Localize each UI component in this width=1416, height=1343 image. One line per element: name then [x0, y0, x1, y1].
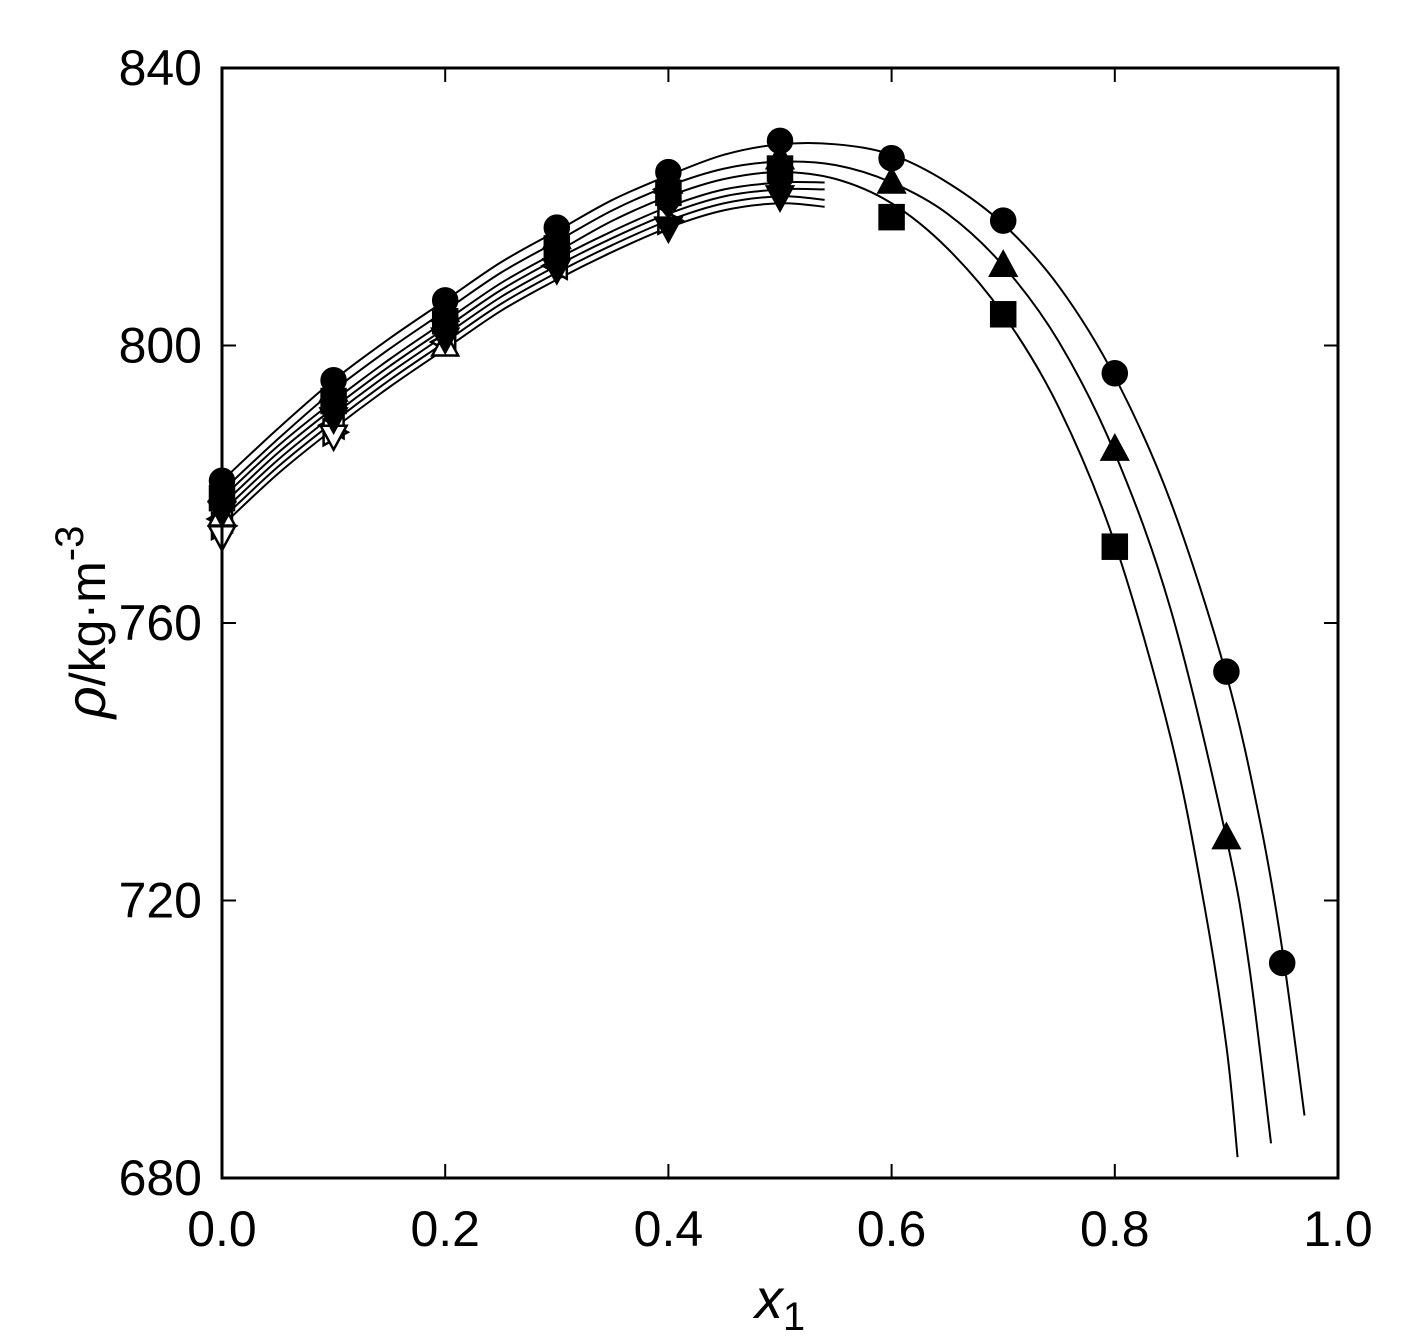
- fit-curve-7: [222, 202, 825, 527]
- x-axis-subscript: 1: [783, 1295, 805, 1339]
- data-point-series-5: [318, 407, 349, 435]
- fit-curve-3: [222, 171, 1239, 1158]
- data-point-series-2: [1211, 821, 1242, 850]
- x-tick-label: 0.0: [187, 1201, 257, 1257]
- x-tick-labels: 0.0 0.2 0.4 0.6 0.8 1.0: [187, 1201, 1373, 1257]
- x-tick-label: 0.4: [634, 1201, 704, 1257]
- x-tick-label: 0.8: [1080, 1201, 1150, 1257]
- fit-curve-2: [222, 160, 1273, 1144]
- fit-curve-4: [222, 180, 825, 506]
- data-points: [205, 127, 1296, 977]
- y-tick-label: 720: [119, 873, 202, 929]
- y-tick-label: 800: [119, 318, 202, 374]
- fit-curve-5: [222, 187, 825, 513]
- data-point-series-5: [764, 185, 796, 213]
- y-axis-superscript: -3: [48, 526, 92, 562]
- data-point-series-3: [989, 301, 1017, 328]
- data-point-series-2: [1099, 432, 1130, 461]
- y-tick-label: 680: [119, 1150, 202, 1206]
- data-point-series-2: [988, 249, 1019, 277]
- x-tick-label: 1.0: [1303, 1201, 1373, 1257]
- data-point-series-3: [1101, 533, 1129, 560]
- data-point-series-1: [1101, 360, 1129, 387]
- data-point-series-2: [876, 165, 907, 194]
- y-tick-label: 840: [119, 40, 202, 96]
- data-point-series-1: [1268, 949, 1296, 977]
- plot-frame: [220, 66, 1340, 1180]
- data-point-series-5: [653, 216, 684, 245]
- data-point-series-5: [430, 327, 461, 356]
- y-axis-title: ρ/kg·m-3: [48, 526, 117, 721]
- x-tick-label: 0.2: [410, 1201, 480, 1257]
- x-axis-symbol: x: [752, 1267, 785, 1330]
- y-axis-unit: /kg·m: [60, 561, 116, 686]
- data-point-series-3: [878, 203, 905, 231]
- fit-curves: [222, 142, 1306, 1158]
- data-point-series-1: [989, 207, 1017, 234]
- x-axis-title: x1: [752, 1267, 805, 1339]
- data-point-series-5: [541, 257, 572, 286]
- y-tick-labels: 680 720 760 800 840: [119, 40, 202, 1206]
- data-point-series-1: [1213, 658, 1240, 685]
- x-tick-label: 0.6: [857, 1201, 927, 1257]
- axis-ticks: [221, 67, 1339, 1179]
- y-tick-label: 760: [119, 595, 202, 651]
- y-axis-symbol: ρ: [54, 686, 117, 720]
- fit-curve-6: [222, 195, 825, 520]
